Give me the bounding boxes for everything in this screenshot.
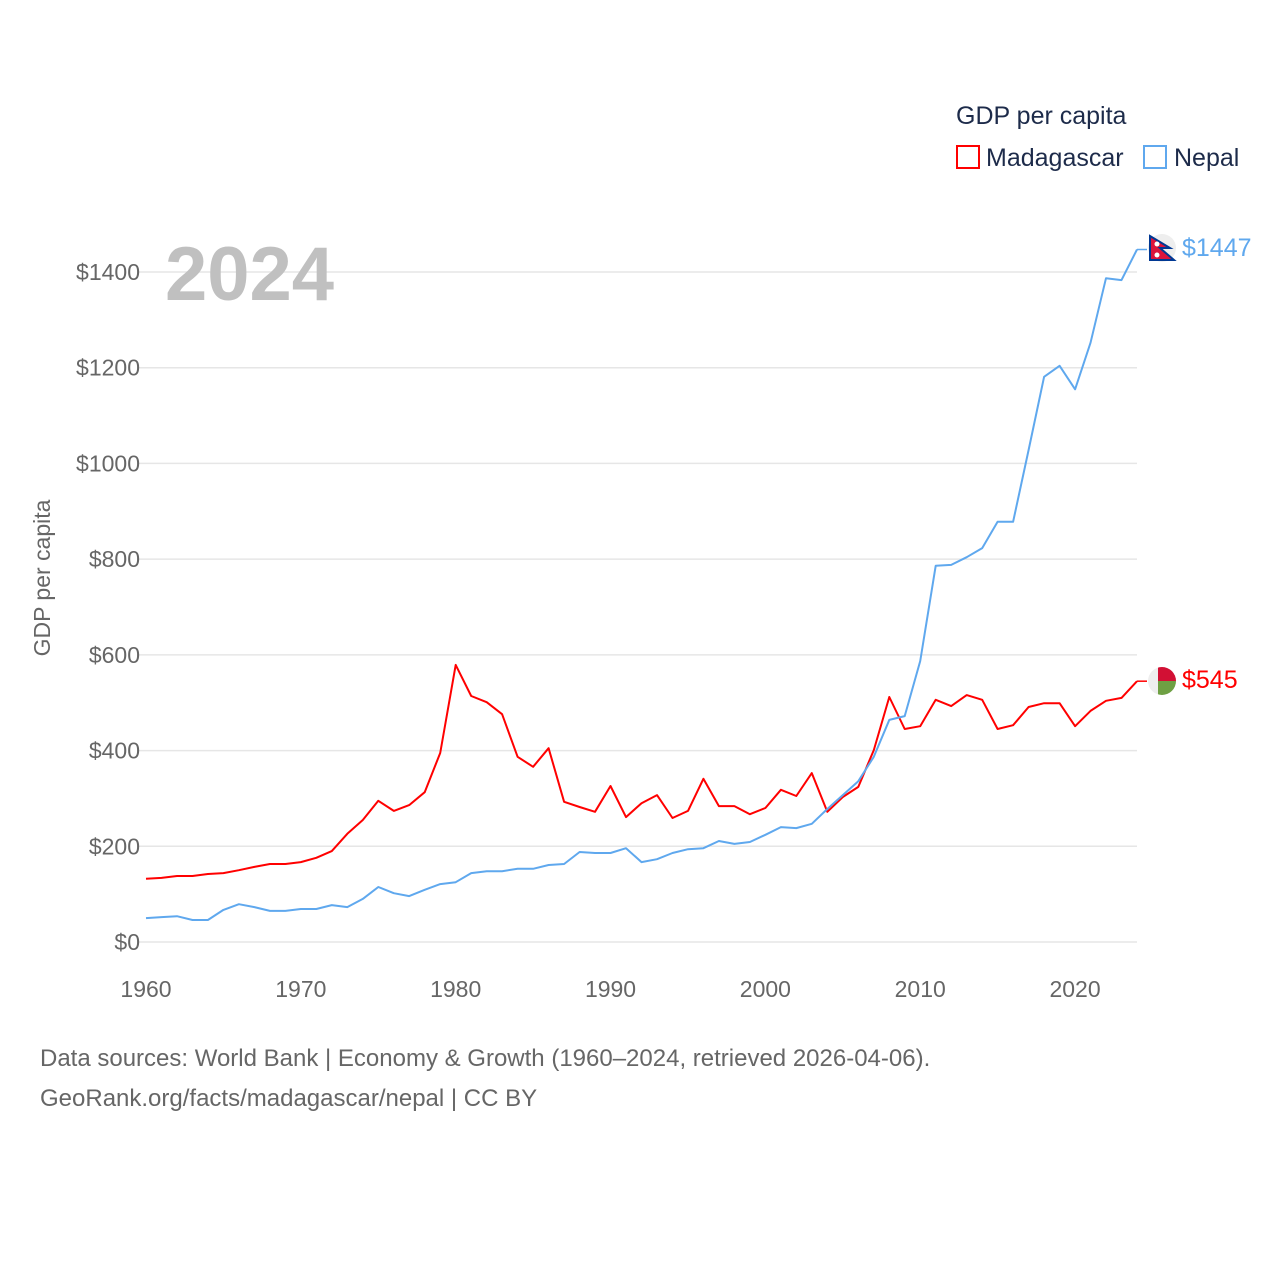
- x-tick-label: 2020: [1049, 976, 1100, 1002]
- series-line-madagascar: [145, 663, 1138, 880]
- y-axis-ticks: $0 $200 $400 $600 $800 $1000 $1200 $1400: [76, 259, 140, 955]
- legend-title: GDP per capita: [956, 102, 1127, 130]
- y-tick-label: $400: [89, 738, 140, 764]
- y-tick-label: $0: [114, 929, 140, 955]
- x-tick-label: 1970: [275, 976, 326, 1002]
- y-axis-label: GDP per capita: [29, 499, 55, 656]
- x-tick-label: 1990: [585, 976, 636, 1002]
- y-tick-label: $1200: [76, 355, 140, 381]
- legend-swatch-nepal: [1143, 145, 1167, 169]
- x-axis-ticks: 1960 1970 1980 1990 2000 2010 2020: [120, 976, 1100, 1002]
- nepal-flag-icon: [1148, 234, 1177, 262]
- legend-item-nepal[interactable]: Nepal: [1143, 144, 1239, 172]
- x-tick-label: 2010: [895, 976, 946, 1002]
- madagascar-flag-icon: [1148, 667, 1176, 695]
- series-line-nepal: [145, 249, 1138, 921]
- x-tick-label: 2000: [740, 976, 791, 1002]
- legend-swatch-madagascar: [956, 145, 980, 169]
- x-tick-label: 1980: [430, 976, 481, 1002]
- footer-sources: Data sources: World Bank | Economy & Gro…: [40, 1045, 931, 1072]
- gridlines: [138, 271, 1137, 943]
- y-tick-label: $200: [89, 833, 140, 859]
- year-watermark: 2024: [165, 232, 334, 317]
- y-tick-label: $1000: [76, 450, 140, 476]
- line-chart: $0$200$400$600$800$1000$1200$1400 1960 19…: [29, 102, 1252, 1002]
- legend-item-madagascar[interactable]: Madagascar: [956, 144, 1124, 172]
- end-label-madagascar: $545: [1182, 666, 1238, 694]
- end-label-nepal: $1447: [1182, 234, 1252, 262]
- legend-label-madagascar: Madagascar: [986, 144, 1124, 172]
- y-tick-label: $600: [89, 642, 140, 668]
- y-tick-label: $1400: [76, 259, 140, 285]
- legend-label-nepal: Nepal: [1174, 144, 1239, 172]
- footer-attribution: GeoRank.org/facts/madagascar/nepal | CC …: [40, 1085, 538, 1112]
- y-tick-label: $800: [89, 546, 140, 572]
- x-tick-label: 1960: [120, 976, 171, 1002]
